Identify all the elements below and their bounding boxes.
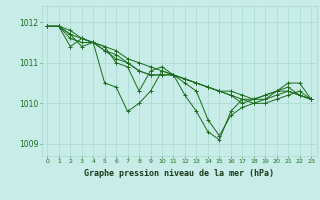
X-axis label: Graphe pression niveau de la mer (hPa): Graphe pression niveau de la mer (hPa): [84, 169, 274, 178]
